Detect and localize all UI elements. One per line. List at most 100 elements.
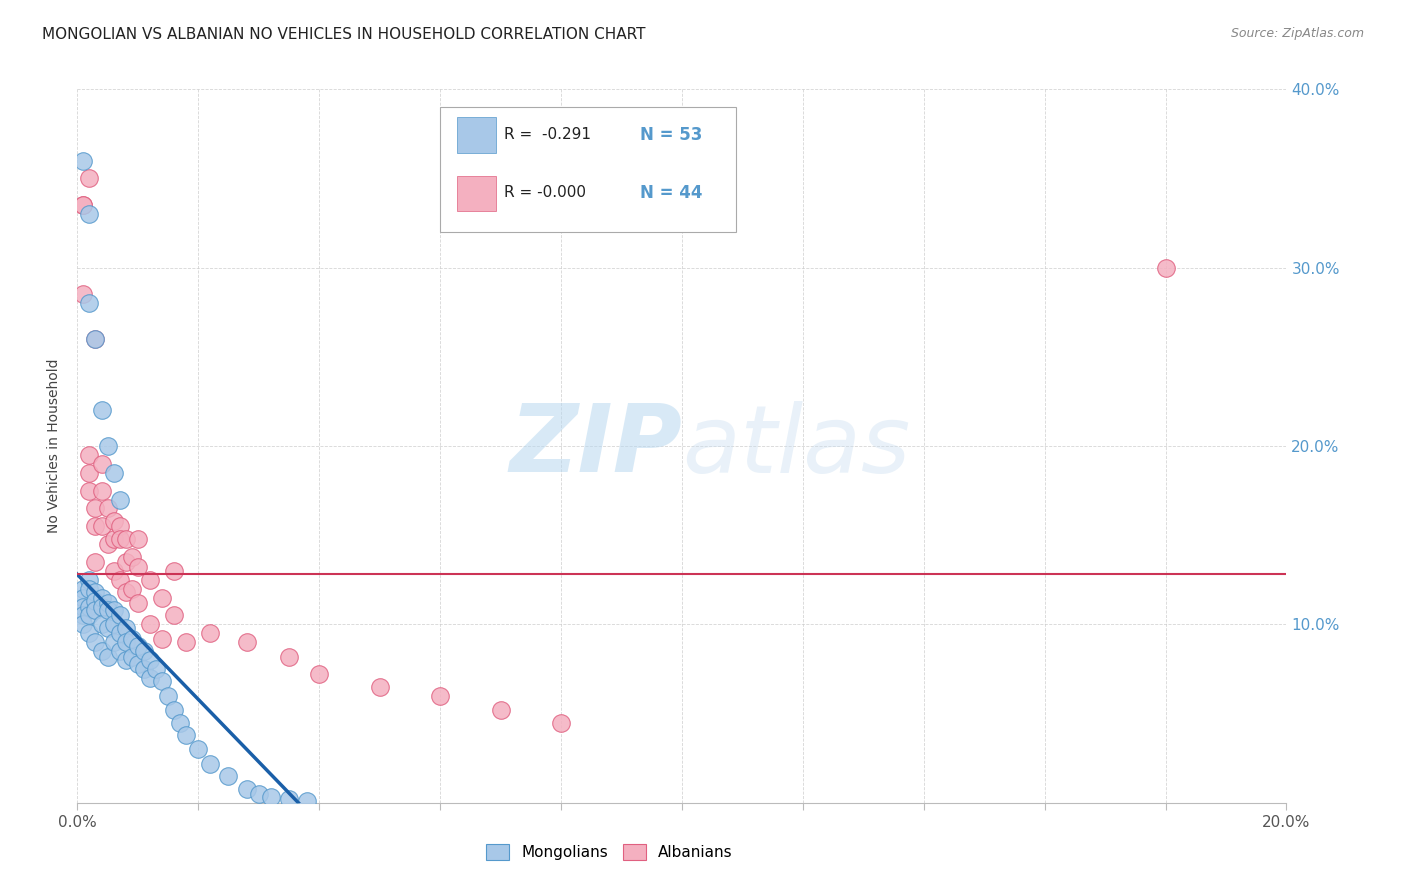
FancyBboxPatch shape bbox=[440, 107, 737, 232]
Point bbox=[72, 153, 94, 168]
Point bbox=[90, 599, 112, 614]
Point bbox=[79, 207, 101, 221]
Point bbox=[90, 644, 112, 658]
Point bbox=[247, 787, 270, 801]
Point bbox=[79, 171, 101, 186]
Point bbox=[127, 657, 149, 671]
Point bbox=[72, 582, 94, 596]
Text: ZIP: ZIP bbox=[509, 400, 682, 492]
Point bbox=[163, 608, 186, 623]
Point bbox=[260, 790, 283, 805]
Point bbox=[139, 573, 162, 587]
Point bbox=[132, 644, 155, 658]
Y-axis label: No Vehicles in Household: No Vehicles in Household bbox=[48, 359, 62, 533]
Point bbox=[96, 439, 118, 453]
Point bbox=[84, 332, 107, 346]
Point bbox=[79, 573, 101, 587]
Point bbox=[103, 603, 125, 617]
Point bbox=[114, 532, 136, 546]
Point bbox=[157, 689, 180, 703]
Point bbox=[235, 635, 257, 649]
Point bbox=[96, 649, 118, 664]
Point bbox=[84, 501, 107, 516]
Point bbox=[139, 653, 162, 667]
Text: atlas: atlas bbox=[682, 401, 910, 491]
Point bbox=[72, 591, 94, 605]
Point bbox=[79, 483, 101, 498]
Point bbox=[84, 519, 107, 533]
Point bbox=[79, 626, 101, 640]
Point bbox=[132, 662, 155, 676]
Point bbox=[121, 549, 143, 564]
Point bbox=[84, 603, 107, 617]
Point bbox=[103, 564, 125, 578]
Point bbox=[90, 457, 112, 471]
Point bbox=[145, 662, 167, 676]
Point bbox=[108, 532, 131, 546]
Point bbox=[108, 644, 131, 658]
Point bbox=[200, 626, 222, 640]
Point bbox=[96, 603, 118, 617]
Point bbox=[72, 198, 94, 212]
Point bbox=[79, 582, 101, 596]
Point bbox=[139, 671, 162, 685]
Point bbox=[295, 794, 318, 808]
Point bbox=[103, 617, 125, 632]
Point bbox=[79, 466, 101, 480]
Point bbox=[235, 781, 257, 796]
Point bbox=[1154, 260, 1177, 275]
Point bbox=[114, 635, 136, 649]
Point bbox=[84, 585, 107, 599]
Point bbox=[150, 674, 173, 689]
Point bbox=[72, 198, 94, 212]
Point bbox=[174, 728, 197, 742]
Point bbox=[84, 594, 107, 608]
Point bbox=[103, 635, 125, 649]
FancyBboxPatch shape bbox=[457, 117, 496, 153]
Point bbox=[114, 555, 136, 569]
Point bbox=[79, 608, 101, 623]
Point bbox=[174, 635, 197, 649]
Point bbox=[108, 573, 131, 587]
Point bbox=[114, 621, 136, 635]
Point bbox=[139, 617, 162, 632]
Point bbox=[169, 715, 191, 730]
Point bbox=[218, 769, 240, 783]
Point bbox=[121, 632, 143, 646]
Point bbox=[72, 608, 94, 623]
Point bbox=[90, 591, 112, 605]
Legend: Mongolians, Albanians: Mongolians, Albanians bbox=[479, 838, 740, 866]
Point bbox=[108, 608, 131, 623]
Text: Source: ZipAtlas.com: Source: ZipAtlas.com bbox=[1230, 27, 1364, 40]
Point bbox=[150, 591, 173, 605]
Point bbox=[84, 635, 107, 649]
Point bbox=[550, 715, 572, 730]
Point bbox=[90, 519, 112, 533]
Point bbox=[90, 483, 112, 498]
Text: MONGOLIAN VS ALBANIAN NO VEHICLES IN HOUSEHOLD CORRELATION CHART: MONGOLIAN VS ALBANIAN NO VEHICLES IN HOU… bbox=[42, 27, 645, 42]
Point bbox=[187, 742, 209, 756]
Point bbox=[79, 599, 101, 614]
Point bbox=[278, 649, 301, 664]
Point bbox=[127, 639, 149, 653]
Point bbox=[96, 501, 118, 516]
Point bbox=[489, 703, 512, 717]
Point bbox=[163, 703, 186, 717]
Point bbox=[79, 296, 101, 310]
Point bbox=[72, 617, 94, 632]
Point bbox=[96, 537, 118, 551]
Point bbox=[108, 626, 131, 640]
Point bbox=[72, 599, 94, 614]
Point bbox=[103, 466, 125, 480]
Point bbox=[79, 448, 101, 462]
Point bbox=[96, 621, 118, 635]
Point bbox=[84, 332, 107, 346]
Point bbox=[90, 403, 112, 417]
Point bbox=[114, 585, 136, 599]
Point bbox=[368, 680, 391, 694]
Point bbox=[163, 564, 186, 578]
Point bbox=[72, 287, 94, 301]
Point bbox=[278, 792, 301, 806]
Text: N = 53: N = 53 bbox=[640, 126, 702, 144]
Point bbox=[108, 519, 131, 533]
